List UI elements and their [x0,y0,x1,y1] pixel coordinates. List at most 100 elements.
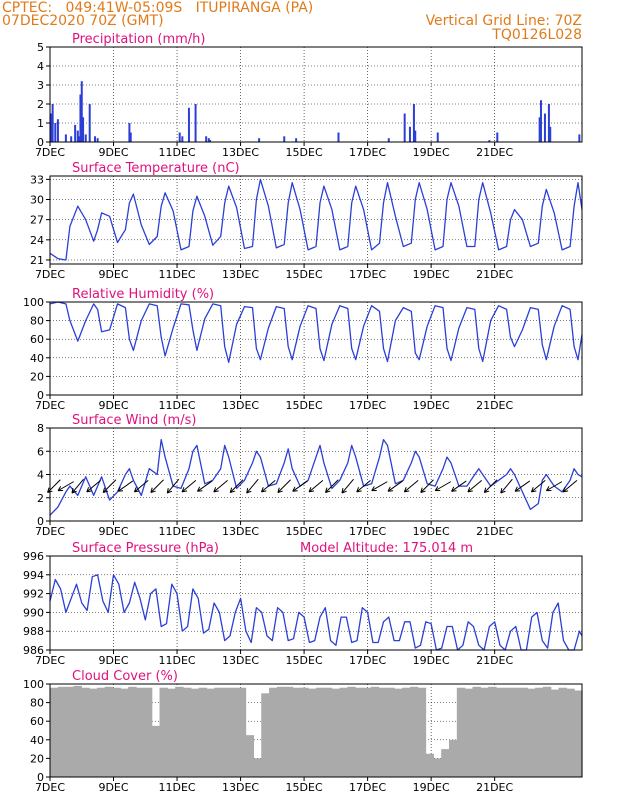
cloud-ytick-label: 60 [30,715,44,728]
wind-arrow [134,479,149,493]
wind-arrow-head [230,490,236,493]
wind-arrow-head [451,490,457,492]
cloud-xtick-label: 15DEC [286,781,323,794]
cloud-bar [57,686,67,777]
rh-ytick-label: 80 [30,315,44,328]
pressure-title: Surface Pressure (hPa) [72,541,219,556]
wind-arrow [531,479,546,493]
temp-ytick-label: 30 [30,194,44,207]
rh-xtick-label: 9DEC [98,399,128,412]
wind-arrow-head [483,487,487,493]
wind-arrow-head [261,490,267,493]
rh-ytick-label: 0 [37,389,44,402]
precip-xtick-label: 15DEC [286,146,323,159]
precip-bar [78,136,81,142]
temp-xtick-label: 15DEC [286,268,323,281]
cloud-ytick-label: 80 [30,697,44,710]
precip-bar [412,104,415,142]
header-grid-line-label: Vertical Grid Line: 70Z [425,13,582,29]
wind-arrow-head [514,486,518,492]
precip-bar [209,140,212,142]
cloud-bar [237,687,247,777]
cloud-bar [89,688,98,777]
cloud-bar [355,687,364,777]
precip-xtick-label: 7DEC [35,146,65,159]
cloud-bar [323,687,333,777]
cloud-bar [151,725,161,777]
wind-xtick-label: 7DEC [35,525,65,538]
wind-arrow-head [404,490,410,493]
temp-xtick-label: 19DEC [413,268,450,281]
wind-arrow [229,479,244,493]
cloud-bar [558,687,567,777]
wind-arrow-head [167,490,173,494]
cloud-bar [120,688,129,777]
cloud-bar [362,687,372,777]
precip-bar [436,132,439,142]
wind-arrow-head [356,490,362,493]
wind-arrow-head [530,487,534,493]
temp-ytick-label: 24 [30,234,44,247]
wind-arrow-head [467,490,473,493]
wind-arrow [562,479,578,493]
precip-xtick-label: 11DEC [158,146,195,159]
precip-bar [76,130,79,142]
wind-arrow-head [86,490,92,493]
cloud-bar [386,687,395,777]
cloud-bar [50,687,59,777]
cloud-bar [143,687,153,777]
precip-ytick-label: 5 [37,41,44,54]
wind-arrow [277,479,291,493]
precip-bar [54,123,57,142]
cloud-bar [449,739,458,777]
wind-arrow [546,481,563,492]
cloud-bar [370,686,380,777]
cloud-bar [136,687,145,777]
precip-bar [80,81,83,142]
cloud-xtick-label: 21DEC [476,781,513,794]
precip-bar [74,124,77,142]
pressure-ytick-label: 986 [23,644,44,657]
cloud-bar [175,686,184,777]
cloud-bar [519,687,528,777]
cloud-bar [503,687,513,777]
pressure-ytick-label: 988 [23,625,44,638]
temp-ytick-label: 21 [30,254,44,267]
wind-arrow [420,479,434,493]
wind-arrow-head [341,488,344,494]
wind-arrow [467,479,483,493]
precip-bar [207,138,210,142]
cloud-bar [159,687,168,777]
header-run-id: TQ0126L028 [492,27,582,43]
precip-bar [194,104,197,142]
header-left-line-1: CPTEC: 049:41W-05:09S ITUPIRANGA (PA) [2,0,314,16]
wind-arrow-head [133,487,137,493]
wind-arrow [86,479,101,493]
rh-frame [49,301,583,396]
wind-xtick-label: 21DEC [476,525,513,538]
pressure-series-line [49,574,583,651]
cloud-bar [456,687,466,777]
cloud-ytick-label: 40 [30,734,44,747]
wind-xtick-label: 15DEC [286,525,323,538]
wind-xtick-label: 9DEC [98,525,128,538]
wind-arrow-head [325,490,331,493]
wind-arrow [150,479,164,493]
wind-arrow-head [500,490,506,494]
precip-ytick-label: 3 [37,79,44,92]
temp-frame [49,175,583,265]
precip-bar [51,104,54,142]
cloud-bar [464,688,474,777]
wind-xtick-label: 19DEC [413,525,450,538]
wind-arrow [451,480,467,492]
wind-arrow-head [134,490,140,493]
precip-bar [549,126,552,142]
cloud-bar [339,687,348,777]
cloud-bar [183,687,192,777]
wind-xtick-label: 13DEC [222,525,259,538]
wind-arrow-head [545,486,550,491]
wind-arrow-head [246,490,252,494]
precip-bar [543,113,546,142]
wind-arrow [197,480,213,492]
